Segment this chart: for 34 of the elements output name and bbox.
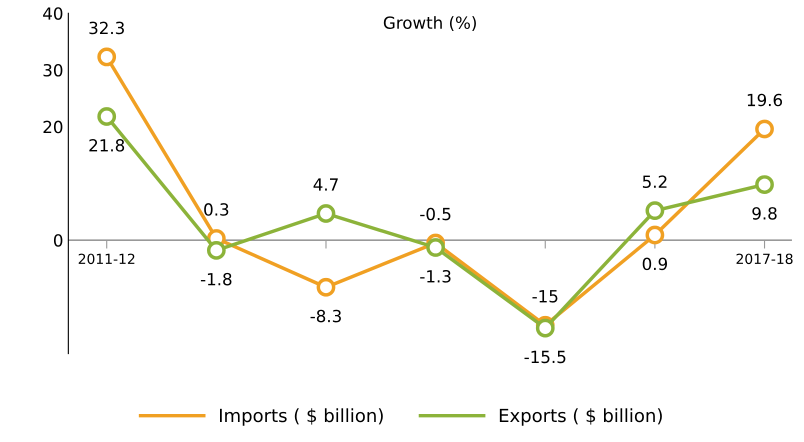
legend-label: Exports ( $ billion) (500, 408, 662, 426)
data-label: 5.2 (642, 175, 666, 188)
data-label: -8.3 (310, 310, 341, 322)
data-label: -15.5 (524, 350, 566, 364)
point (755, 175, 774, 194)
data-label: -0.5 (420, 208, 450, 220)
data-label: 9.8 (752, 207, 777, 220)
data-label: 21.8 (89, 139, 124, 152)
point (646, 201, 664, 220)
point (206, 240, 226, 260)
y-tick-label: 40 (43, 7, 62, 20)
point (316, 204, 336, 223)
data-label: 4.7 (314, 178, 338, 191)
data-label: -15 (532, 290, 558, 303)
point (97, 48, 116, 66)
legend-label: Imports ( $ billion) (220, 408, 383, 426)
point (97, 107, 116, 126)
data-label: 0.9 (642, 258, 667, 270)
point (426, 238, 445, 257)
data-label: -1.3 (420, 270, 451, 283)
data-label: -1.8 (200, 272, 232, 286)
y-tick-label: 20 (43, 120, 62, 134)
y-tick-label: 30 (44, 64, 62, 77)
data-label: 19.6 (748, 94, 782, 106)
data-label: 0.3 (204, 203, 228, 216)
data-label: 32.3 (89, 22, 124, 34)
point (536, 318, 555, 338)
x-tick-label: 2017-18 (736, 254, 793, 264)
x-tick-label: 2011-12 (78, 254, 134, 264)
chart-title: Growth (%) (384, 16, 476, 31)
point (316, 278, 336, 297)
point (755, 120, 774, 138)
y-tick-label: 0 (54, 234, 62, 247)
point (646, 226, 664, 244)
